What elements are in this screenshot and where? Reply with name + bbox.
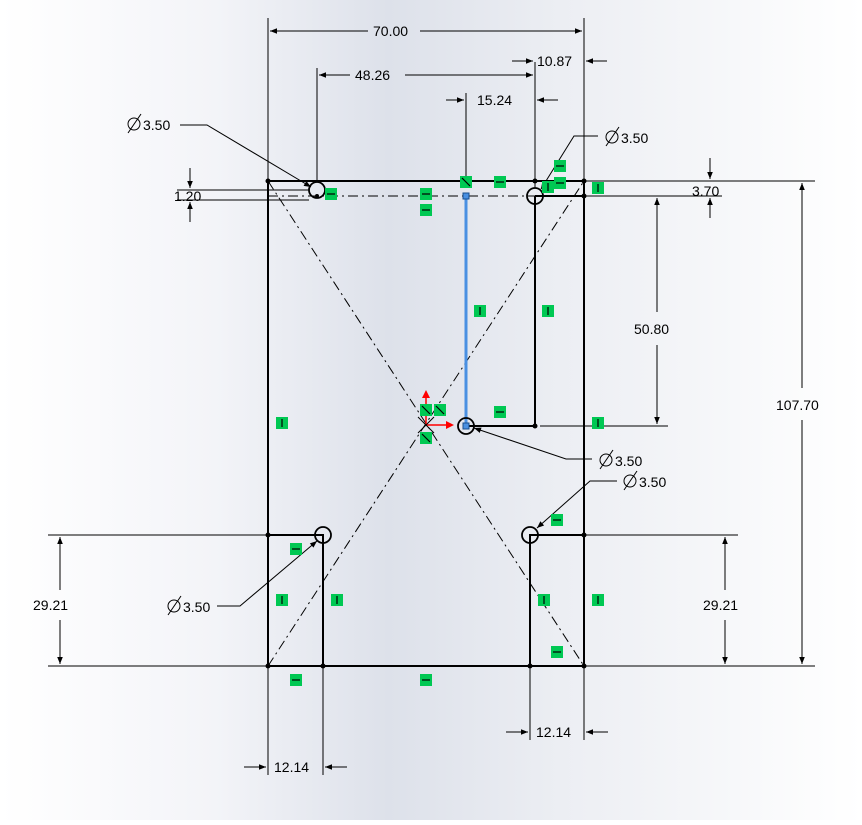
callout-leaders <box>180 124 617 607</box>
center-point <box>320 663 326 669</box>
dimension-labels[interactable]: 70.00 48.26 10.87 15.24 3.70 1.20 50.80 … <box>33 23 819 775</box>
vertical-relation-icon[interactable] <box>538 594 550 606</box>
dim-left-notch-height[interactable]: 29.21 <box>33 597 68 613</box>
horizontal-relation-icon[interactable] <box>551 514 563 526</box>
callout-bottom-left-label: 3.50 <box>183 599 210 615</box>
coincident-relation-icon[interactable] <box>420 432 432 444</box>
vertical-relation-icon[interactable] <box>542 181 554 193</box>
callout-bottom-right-label: 3.50 <box>639 474 666 490</box>
horizontal-relation-icon[interactable] <box>554 160 566 172</box>
horizontal-relation-icon[interactable] <box>551 646 563 658</box>
holes[interactable] <box>308 181 544 544</box>
vertical-relation-icon[interactable] <box>592 182 604 194</box>
callout-top-right[interactable]: 3.50 <box>605 126 648 147</box>
horizontal-relation-icon[interactable] <box>420 674 432 686</box>
diameter-symbol-icon <box>127 113 142 134</box>
center-point <box>581 193 587 199</box>
horizontal-relation-icon[interactable] <box>494 406 506 418</box>
callout-bottom-left[interactable]: 3.50 <box>167 595 210 616</box>
callout-top-left[interactable]: 3.50 <box>127 113 170 134</box>
dim-overall-height[interactable]: 107.70 <box>776 397 819 413</box>
dimension-lines <box>57 28 805 770</box>
horizontal-relation-icon[interactable] <box>494 176 506 188</box>
horizontal-relation-icon[interactable] <box>420 204 432 216</box>
coincident-relation-icon[interactable] <box>460 176 472 188</box>
hole-bottom-left[interactable] <box>314 526 332 544</box>
vertical-relation-icon[interactable] <box>276 594 288 606</box>
callout-center[interactable]: 3.50 <box>599 449 642 470</box>
dim-right-notch-height[interactable]: 29.21 <box>703 597 738 613</box>
callout-top-right-label: 3.50 <box>621 130 648 146</box>
vertical-relation-icon[interactable] <box>592 417 604 429</box>
horizontal-relation-icon[interactable] <box>290 543 302 555</box>
dim-vertical-spacing[interactable]: 50.80 <box>634 321 669 337</box>
relation-markers[interactable] <box>276 160 604 686</box>
diameter-symbol-icon <box>605 126 620 147</box>
dim-top-right-offset[interactable]: 10.87 <box>537 53 572 69</box>
dim-left-notch-width[interactable]: 12.14 <box>274 759 309 775</box>
coincident-relation-icon[interactable] <box>434 404 446 416</box>
hole-callouts[interactable]: 3.50 3.50 3.50 3.50 3.50 <box>127 113 666 616</box>
dim-left-hole-offset[interactable]: 1.20 <box>174 188 201 204</box>
coincident-relation-icon[interactable] <box>420 404 432 416</box>
vertical-relation-icon[interactable] <box>276 417 288 429</box>
dim-hole-spacing[interactable]: 48.26 <box>355 67 390 83</box>
dim-hole-vertical-offset[interactable]: 3.70 <box>692 183 719 199</box>
dim-overall-width[interactable]: 70.00 <box>373 23 408 39</box>
hole-bottom-right[interactable] <box>521 526 539 544</box>
diameter-symbol-icon <box>599 449 614 470</box>
center-point <box>315 194 319 198</box>
vertical-relation-icon[interactable] <box>331 594 343 606</box>
center-point <box>527 663 533 669</box>
center-point <box>532 423 538 429</box>
horizontal-relation-icon[interactable] <box>420 188 432 200</box>
selected-line-endpoint-bottom[interactable] <box>462 422 470 430</box>
horizontal-relation-icon[interactable] <box>290 674 302 686</box>
callout-top-left-label: 3.50 <box>143 117 170 133</box>
horizontal-relation-icon[interactable] <box>325 188 337 200</box>
dim-line-offset[interactable]: 15.24 <box>477 92 512 108</box>
diameter-symbol-icon <box>167 595 182 616</box>
selected-line-endpoint-top[interactable] <box>462 192 470 200</box>
horizontal-relation-icon[interactable] <box>554 177 566 189</box>
center-point <box>581 532 587 538</box>
callout-bottom-right[interactable]: 3.50 <box>623 470 666 491</box>
vertical-relation-icon[interactable] <box>542 305 554 317</box>
diameter-symbol-icon <box>623 470 638 491</box>
callout-center-label: 3.50 <box>615 453 642 469</box>
extension-lines <box>48 18 815 775</box>
vertical-relation-icon[interactable] <box>592 594 604 606</box>
center-point <box>581 663 587 669</box>
dim-right-notch-width[interactable]: 12.14 <box>536 724 571 740</box>
vertical-relation-icon[interactable] <box>474 305 486 317</box>
hole-center[interactable] <box>457 417 475 435</box>
